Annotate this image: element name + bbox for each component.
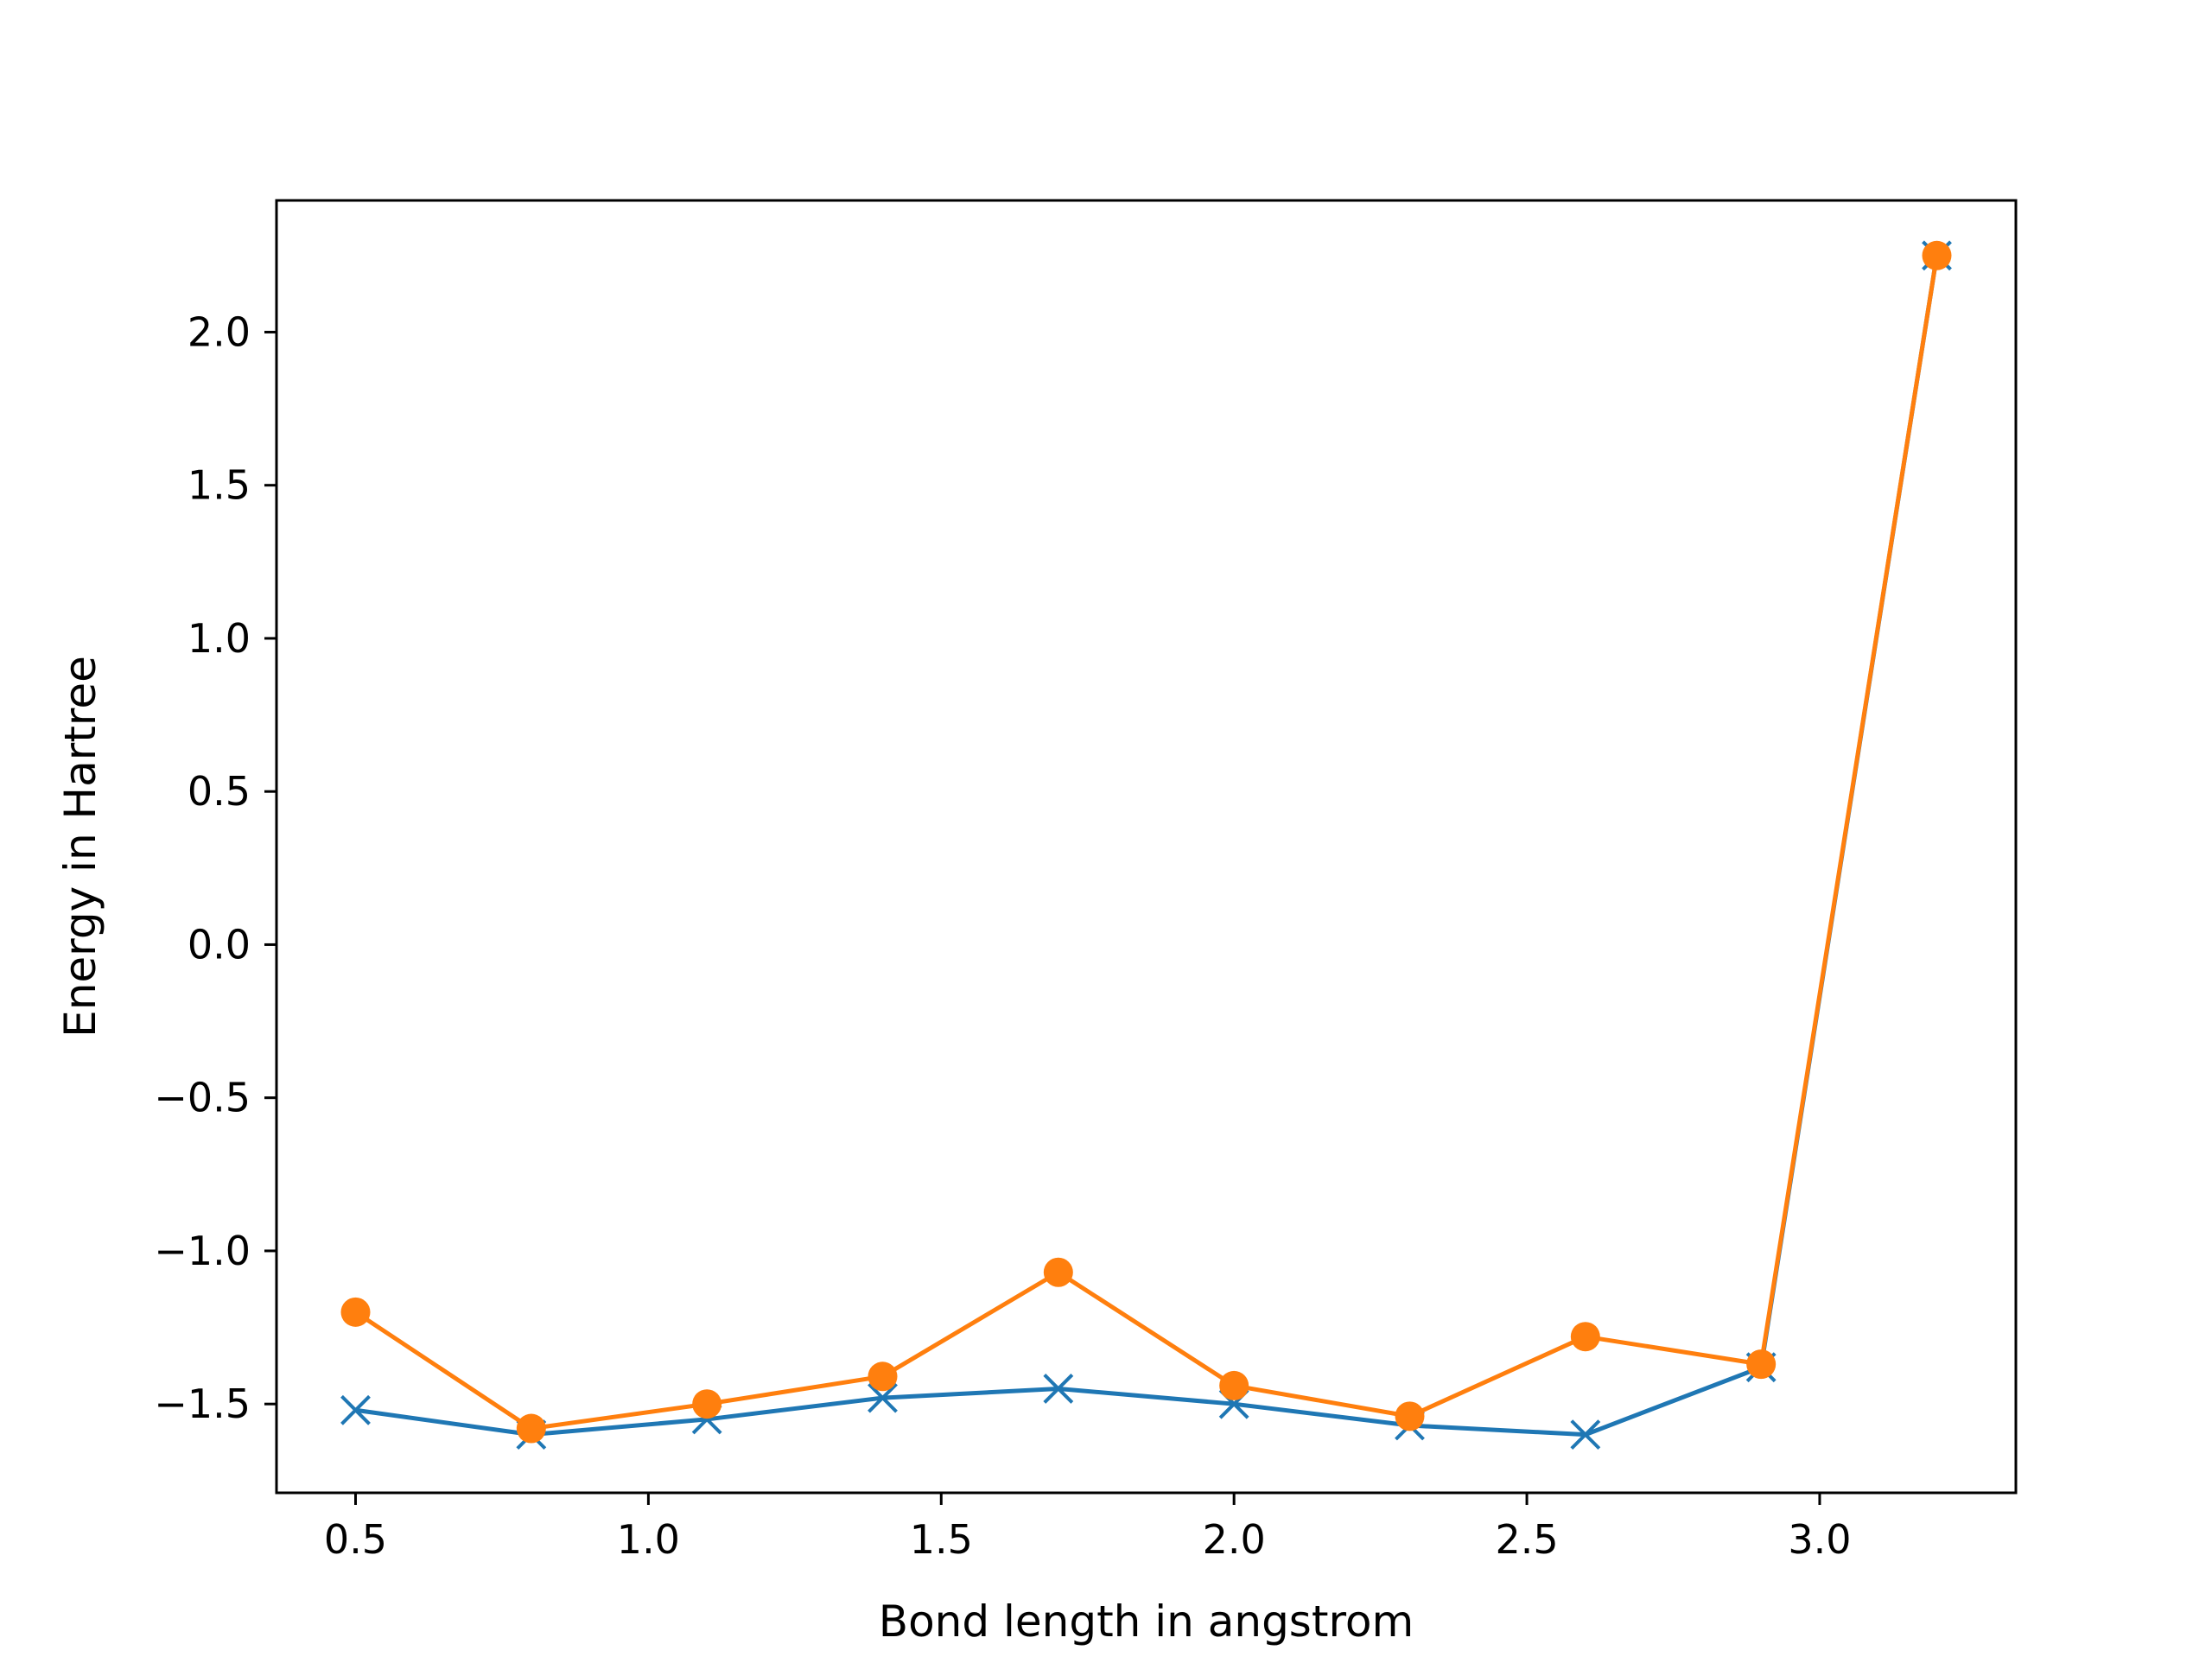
data-point-circle-marker — [516, 1413, 546, 1444]
y-tick-label: 0.0 — [188, 921, 251, 968]
data-point-x-marker — [868, 1382, 898, 1413]
data-point-x-marker — [1043, 1374, 1074, 1404]
data-point-circle-marker — [692, 1389, 722, 1419]
x-tick-label: 0.5 — [324, 1516, 387, 1563]
data-point-circle-marker — [1570, 1322, 1600, 1352]
x-tick-label: 1.0 — [617, 1516, 680, 1563]
data-point-circle-marker — [1746, 1349, 1777, 1380]
data-point-circle-marker — [1395, 1401, 1425, 1431]
x-axis: 0.5 1.0 1.5 2.0 2.5 3.0 — [324, 1493, 1852, 1563]
data-point-circle-marker — [868, 1362, 898, 1392]
series-2 — [340, 240, 1952, 1444]
data-point-circle-marker — [1219, 1370, 1249, 1400]
plot-frame — [275, 199, 2018, 1495]
x-tick-label: 3.0 — [1788, 1516, 1851, 1563]
y-tick-label: 1.0 — [188, 615, 251, 662]
data-point-x-marker — [1570, 1419, 1601, 1450]
y-axis-label: Energy in Hartree — [55, 656, 105, 1038]
y-tick-label: 0.5 — [188, 768, 251, 815]
data-point-x-marker — [340, 1394, 371, 1425]
series-line — [353, 253, 1939, 1431]
plot-area — [276, 200, 2016, 1493]
series-layer — [340, 240, 1952, 1450]
x-tick-label: 2.0 — [1203, 1516, 1266, 1563]
y-tick-label: 1.5 — [188, 462, 251, 509]
y-axis: −1.5 −1.0 −0.5 0.0 0.5 1.0 1.5 2.0 — [154, 308, 276, 1427]
series-line — [353, 253, 1939, 1438]
y-tick-label: −1.5 — [154, 1381, 251, 1427]
data-point-circle-marker — [1922, 240, 1952, 270]
y-tick-label: −1.0 — [154, 1228, 251, 1274]
data-point-circle-marker — [1043, 1257, 1073, 1287]
x-tick-label: 1.5 — [910, 1516, 973, 1563]
y-tick-label: −0.5 — [154, 1075, 251, 1121]
x-axis-label: Bond length in angstrom — [879, 1596, 1414, 1647]
y-tick-label: 2.0 — [188, 308, 251, 355]
x-tick-label: 2.5 — [1495, 1516, 1558, 1563]
data-point-circle-marker — [340, 1297, 371, 1327]
